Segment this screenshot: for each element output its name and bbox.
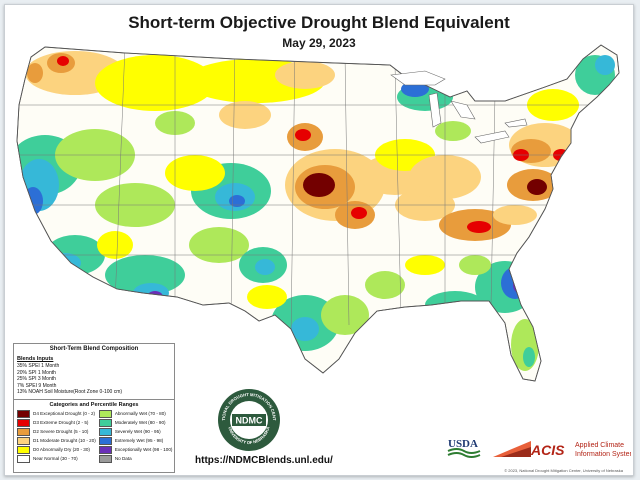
legend-category: Exceptionally Wet (98 - 100) (98, 445, 173, 454)
legend-category: No Data (98, 454, 173, 463)
blend-input: 20% SPI 1 Month (17, 369, 56, 376)
legend-swatch (98, 454, 112, 463)
legend-category: D3 Extreme Drought (2 - 5) (17, 418, 96, 427)
legend-label: No Data (114, 456, 132, 461)
legend-swatch (17, 418, 30, 427)
legend-label: Moderately Wet (80 - 90) (114, 420, 166, 425)
usda-logo: USDA (447, 438, 481, 458)
legend-swatch (98, 436, 112, 445)
svg-text:Information System: Information System (575, 451, 631, 458)
legend-category: Extremely Wet (95 - 98) (98, 436, 173, 445)
legend-heading: Short-Term Blend Composition (49, 346, 139, 352)
legend-swatch (98, 445, 112, 454)
legend-label: D3 Extreme Drought (2 - 5) (33, 420, 89, 425)
legend-label: D2 Severe Drought (5 - 10) (33, 429, 89, 434)
legend-swatch (98, 427, 112, 436)
us-drought-map (16, 44, 620, 382)
blend-input: 13% NOAH Soil Moisture(Root Zone 0-100 c… (17, 389, 123, 395)
great-lakes (390, 70, 528, 144)
legend-category: D4 Exceptional Drought (0 - 2) (17, 409, 96, 418)
legend-category: D1 Moderate Drought (10 - 20) (17, 436, 96, 445)
legend-swatch (17, 454, 30, 463)
svg-text:NDMC: NDMC (236, 416, 263, 426)
legend-category: Severely Wet (90 - 95) (98, 427, 173, 436)
legend-category: D2 Severe Drought (5 - 10) (17, 427, 96, 436)
legend-swatch (98, 418, 112, 427)
legend-category: Moderately Wet (80 - 90) (98, 418, 173, 427)
blend-input: 25% SPI 3 Month (17, 376, 56, 382)
svg-text:USDA: USDA (448, 438, 478, 450)
legend-label: D1 Moderate Drought (10 - 20) (33, 438, 96, 443)
legend-label: Near Normal (30 - 70) (33, 456, 78, 461)
map-legend: Short-Term Blend Composition Blends Inpu… (13, 343, 175, 473)
map-frame: Short-term Objective Drought Blend Equiv… (4, 4, 634, 476)
legend-label: Severely Wet (90 - 95) (114, 429, 161, 434)
copyright-text: © 2023, National Drought Mitigation Cent… (504, 468, 623, 473)
category-list: D4 Exceptional Drought (0 - 2) Abnormally… (14, 408, 174, 465)
blend-input: 35% SPEI 1 Month (17, 363, 60, 369)
legend-category: Near Normal (30 - 70) (17, 454, 96, 463)
legend-swatch (17, 427, 30, 436)
svg-text:ACIS: ACIS (530, 442, 565, 458)
ndmc-url-link[interactable]: https://NDMCBlends.unl.edu/ (195, 455, 333, 466)
legend-label: Exceptionally Wet (98 - 100) (114, 447, 173, 452)
state-boundaries (17, 45, 619, 336)
map-date: May 29, 2023 (282, 36, 356, 50)
legend-label: D0 Abnormally Dry (20 - 30) (33, 447, 90, 452)
legend-swatch (17, 436, 30, 445)
categories-heading: Categories and Percentile Ranges (14, 398, 174, 408)
legend-swatch (17, 445, 30, 454)
svg-text:Applied Climate: Applied Climate (575, 442, 624, 449)
ndmc-seal: NATIONAL DROUGHT MITIGATION CENTER UNIVE… (216, 387, 280, 451)
blend-input: 7% SPEI 9 Month (17, 382, 57, 389)
legend-label: Abnormally Wet (70 - 80) (114, 411, 166, 416)
legend-category: D0 Abnormally Dry (20 - 30) (17, 445, 96, 454)
legend-swatch (98, 409, 112, 418)
blend-inputs-heading: Blends Inputs (17, 356, 54, 362)
acis-logo: ACIS Applied Climate Information System (493, 441, 631, 458)
map-title: Short-term Objective Drought Blend Equiv… (128, 13, 510, 32)
legend-swatch (17, 409, 30, 418)
legend-category: Abnormally Wet (70 - 80) (98, 409, 173, 418)
legend-label: D4 Exceptional Drought (0 - 2) (33, 411, 96, 416)
legend-label: Extremely Wet (95 - 98) (114, 438, 164, 443)
